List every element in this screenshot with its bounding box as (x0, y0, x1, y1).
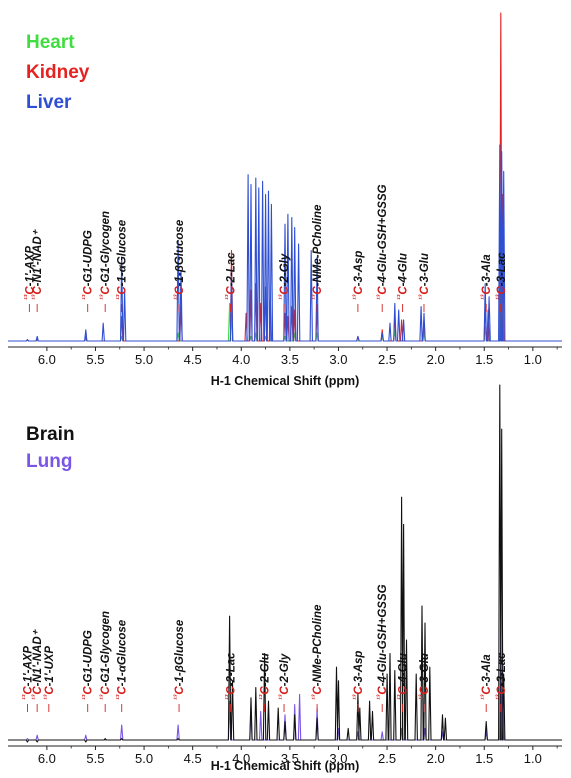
x-tick-label: 3.0 (329, 751, 347, 766)
peak-label: ¹³C-G1-UDPG (81, 630, 95, 700)
peak-label: ¹³C-3-Asp (351, 251, 365, 300)
x-tick-label: 3.5 (281, 751, 299, 766)
peak-label: ¹³C-3-Glu (417, 653, 431, 700)
legend-lung: Lung (26, 451, 72, 472)
peak-label: ¹³C-3-Lac (494, 252, 508, 300)
peak-label: ¹³C-2-Glu (258, 653, 272, 700)
peak-label: ¹³C-4-Glu (396, 653, 410, 700)
x-tick-label: 4.0 (232, 751, 250, 766)
x-tick-label: 1.5 (475, 352, 493, 367)
peak-label: ¹³C-1-αGlucose (115, 619, 129, 700)
peak-label: ¹³C-3-Glu (417, 253, 431, 300)
spectrum-panel-2: 6.0 5.5 5.0 4.5 4.0 3.5 3.0 2.5 2.0 1.5 1.0 H-1 Che… (8, 384, 562, 773)
peak-label: ¹³C-G1-Glycogen (98, 211, 112, 300)
series-line-brain (8, 384, 562, 743)
peak-label: ¹³C-N1′-NAD⁺ (30, 628, 44, 700)
x-tick-label: 5.0 (135, 352, 153, 367)
peak-label: ¹³C-3-Lac (494, 652, 508, 700)
peak-label: ¹³C-2-Gly (277, 653, 291, 700)
peak-label: ¹³C-3-Ala (479, 654, 493, 700)
peak-label: ¹³C-1′-UXP (42, 646, 56, 700)
x-tick-label: 1.0 (524, 751, 542, 766)
peak-label: ¹³C-NMe-PCholine (310, 604, 324, 700)
peak-label: ¹³C-3-Asp (351, 651, 365, 700)
x-tick-label: 5.0 (135, 751, 153, 766)
x-tick-label: 6.0 (38, 751, 56, 766)
x-axis-label: H-1 Chemical Shift (ppm) (211, 374, 360, 388)
x-tick-label: 3.5 (281, 352, 299, 367)
x-axis-label: H-1 Chemical Shift (ppm) (211, 759, 360, 773)
peak-label: ¹³C-1′-AXP (22, 246, 36, 300)
x-tick-label: 4.0 (232, 352, 250, 367)
peak-label: ¹³C-1-αGlucose (115, 219, 129, 300)
x-tick-label: 2.5 (378, 751, 396, 766)
peak-label: ¹³C-4-Glu-GSH+GSSG (375, 184, 389, 300)
peak-label: ¹³C-1-βGlucose (172, 619, 186, 700)
peak-label: ¹³C-2-Gly (277, 253, 291, 300)
peak-label: ¹³C-NMe-PCholine (310, 204, 324, 300)
x-tick-label: 5.5 (86, 352, 104, 367)
spectrum-panel-1: 6.0 5.5 5.0 4.5 4.0 3.5 3.0 2.5 2.0 1.5 1.0 H-1 Che… (8, 12, 562, 388)
peak-label: ¹³C-G1-Glycogen (98, 611, 112, 700)
x-tick-label: 4.5 (184, 751, 202, 766)
legend-liver: Liver (26, 92, 72, 113)
peak-label: ¹³C-G1-UDPG (81, 230, 95, 300)
legend-heart: Heart (26, 32, 75, 53)
series-line-liver (8, 144, 562, 342)
x-tick-label: 1.0 (524, 352, 542, 367)
peak-label: ¹³C-1-βGlucose (172, 219, 186, 300)
x-tick-label: 6.0 (38, 352, 56, 367)
x-tick-label: 2.5 (378, 352, 396, 367)
legend-brain: Brain (26, 424, 75, 445)
x-tick-label: 1.5 (475, 751, 493, 766)
peak-label: ¹³C-4-Glu-GSH+GSSG (375, 584, 389, 700)
peak-label: ¹³C-N1′-NAD⁺ (30, 228, 44, 300)
x-tick-label: 2.0 (427, 751, 445, 766)
x-tick-label: 5.5 (86, 751, 104, 766)
peak-label: ¹³C-2-Lac (224, 252, 238, 300)
x-tick-label: 3.0 (329, 352, 347, 367)
peak-label: ¹³C-1′-AXP (20, 646, 34, 700)
legend-kidney: Kidney (26, 62, 90, 83)
peak-label: ¹³C-4-Glu (396, 253, 410, 300)
peak-label: ¹³C-3-Ala (479, 254, 493, 300)
x-tick-label: 2.0 (427, 352, 445, 367)
peak-label: ¹³C-2-Lac (224, 652, 238, 700)
x-tick-label: 4.5 (184, 352, 202, 367)
